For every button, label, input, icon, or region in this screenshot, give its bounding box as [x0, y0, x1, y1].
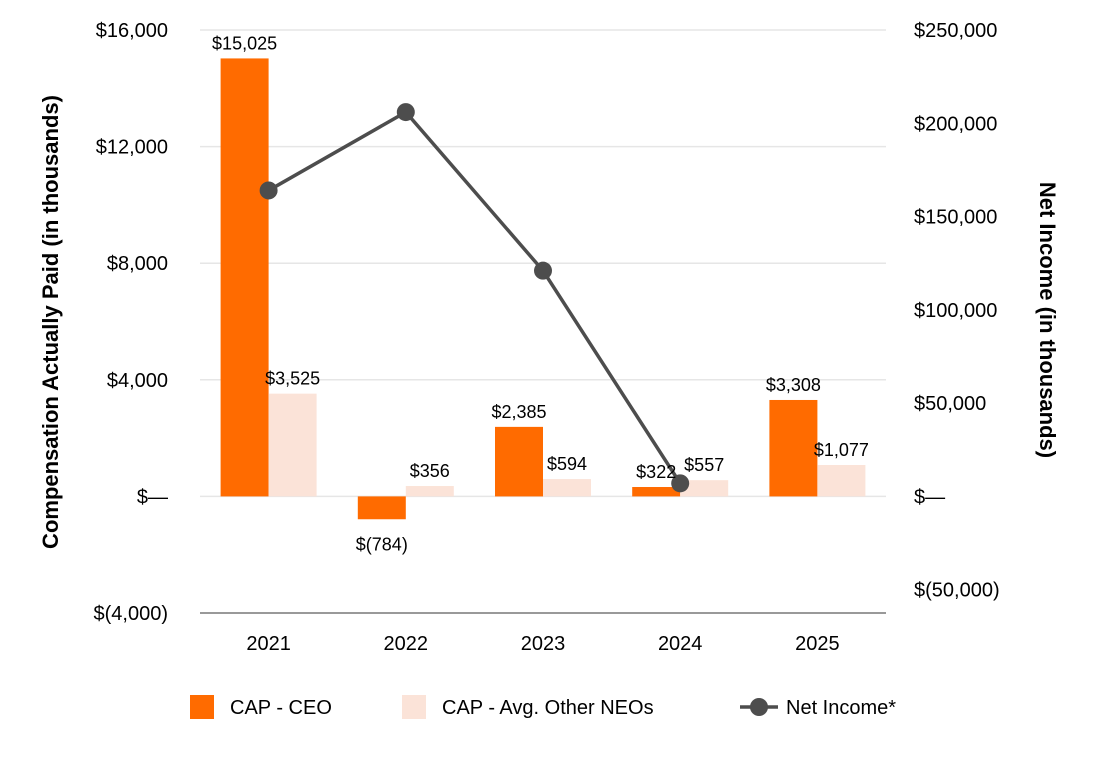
bar-neo-2023	[543, 479, 591, 497]
label-ceo-2022: $(784)	[356, 534, 408, 554]
x-tick-label: 2023	[521, 633, 566, 655]
net-income-point-2021	[259, 181, 278, 200]
legend-marker-net-income	[750, 698, 768, 716]
right-tick-label: $150,000	[914, 207, 997, 229]
bar-neo-2024	[680, 480, 729, 497]
right-tick-label: $200,000	[914, 113, 997, 135]
bar-neo-2022	[405, 486, 454, 497]
legend-label-ceo: CAP - CEO	[230, 697, 332, 719]
left-tick-label: $12,000	[96, 137, 168, 159]
bar-neo-2021	[268, 393, 317, 497]
right-axis-title: Net Income (in thousands)	[1035, 182, 1060, 458]
bar-ceo-2023	[495, 426, 543, 497]
right-tick-label: $(50,000)	[914, 580, 1000, 602]
legend: CAP - CEO CAP - Avg. Other NEOs Net Income…	[190, 695, 896, 719]
net-income-point-2023	[534, 261, 552, 280]
bar-neo-2025	[817, 465, 866, 497]
legend-swatch-neo	[402, 695, 426, 719]
left-tick-label: $4,000	[107, 370, 168, 392]
left-tick-label: $(4,000)	[94, 603, 169, 625]
net-income-line	[259, 103, 690, 493]
bar-ceo-2025	[769, 399, 818, 497]
left-tick-label: $16,000	[96, 20, 168, 42]
legend-swatch-ceo	[190, 695, 214, 719]
x-tick-label: 2025	[795, 633, 840, 655]
right-tick-label: $250,000	[914, 20, 997, 42]
label-neo-2025: $1,077	[814, 440, 869, 460]
left-axis-title: Compensation Actually Paid (in thousands…	[38, 95, 63, 549]
label-neo-2022: $356	[410, 461, 450, 481]
label-ceo-2023: $2,385	[491, 402, 546, 422]
x-tick-label: 2022	[384, 633, 429, 655]
x-tick-label: 2024	[658, 633, 703, 655]
net-income-polyline	[267, 109, 682, 485]
label-neo-2023: $594	[547, 454, 587, 474]
net-income-point-2024	[671, 474, 690, 493]
net-income-point-2022	[396, 103, 415, 122]
legend-label-neo: CAP - Avg. Other NEOs	[442, 697, 654, 719]
x-tick-label: 2021	[246, 633, 291, 655]
label-ceo-2024: $322	[636, 462, 676, 482]
left-tick-label: $8,000	[107, 253, 168, 275]
label-ceo-2025: $3,308	[766, 375, 821, 395]
axes: $16,000 $12,000 $8,000 $4,000 $— $(4,000) $250…	[38, 20, 1060, 655]
label-ceo-2021: $15,025	[212, 33, 277, 53]
right-tick-label: $100,000	[914, 300, 997, 322]
bar-ceo-2021	[220, 58, 269, 497]
label-neo-2024: $557	[684, 455, 724, 475]
label-neo-2021: $3,525	[265, 369, 320, 389]
right-tick-label: $—	[914, 486, 945, 508]
bar-ceo-2022	[357, 496, 406, 520]
left-tick-label: $—	[137, 486, 168, 508]
data-labels: $15,025 $(784) $2,385 $322 $3,308 $3,525 $356 $…	[212, 33, 869, 554]
right-tick-label: $50,000	[914, 393, 986, 415]
bars	[220, 58, 866, 520]
bar-ceo-2024	[632, 487, 681, 497]
legend-label-net-income: Net Income*	[786, 697, 896, 719]
